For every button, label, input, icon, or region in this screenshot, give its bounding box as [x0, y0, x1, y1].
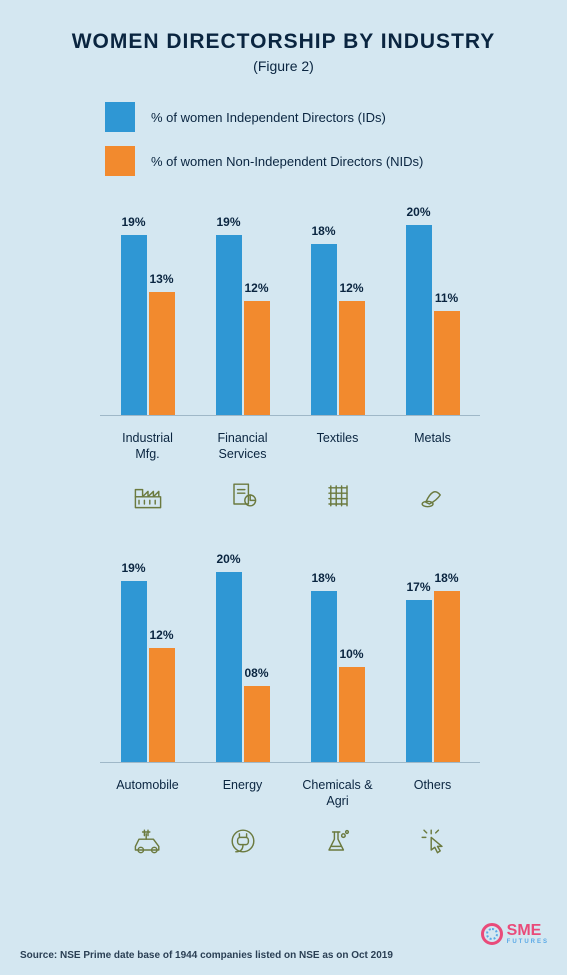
bars-area: 19%12%20%08%18%10%17%18%: [100, 553, 480, 763]
bar-value-label: 08%: [244, 666, 268, 680]
legend-label: % of women Independent Directors (IDs): [151, 110, 386, 125]
bar-value-label: 18%: [434, 571, 458, 585]
bar-ids: 20%: [406, 225, 432, 415]
category-label: Energy: [195, 777, 290, 810]
category-label: Metals: [385, 430, 480, 463]
chart-row: 19%12%20%08%18%10%17%18%AutomobileEnergy…: [100, 553, 522, 860]
bar-ids: 19%: [216, 235, 242, 416]
chart-title: WOMEN DIRECTORSHIP BY INDUSTRY: [45, 30, 522, 54]
bar-value-label: 12%: [244, 281, 268, 295]
bar-value-label: 10%: [339, 647, 363, 661]
category-label: Others: [385, 777, 480, 810]
metal-icon: [385, 477, 480, 513]
car-icon: [100, 823, 195, 859]
bar-value-label: 17%: [406, 580, 430, 594]
category-row: AutomobileEnergyChemicals &AgriOthers: [100, 777, 480, 810]
bar-ids: 18%: [311, 591, 337, 762]
factory-icon: [100, 477, 195, 513]
source-text: Source: NSE Prime date base of 1944 comp…: [20, 950, 393, 961]
bar-value-label: 11%: [435, 291, 458, 305]
bar-nids: 13%: [149, 292, 175, 416]
click-icon: [385, 823, 480, 859]
category-label: Chemicals &Agri: [290, 777, 385, 810]
logo-main: SME: [507, 923, 549, 939]
bar-value-label: 20%: [216, 552, 240, 566]
legend: % of women Independent Directors (IDs) %…: [105, 102, 522, 176]
legend-swatch-ids: [105, 102, 135, 132]
chart-row: 19%13%19%12%18%12%20%11%IndustrialMfg.Fi…: [100, 206, 522, 513]
bar-nids: 11%: [434, 311, 460, 416]
legend-label: % of women Non-Independent Directors (NI…: [151, 154, 423, 169]
bar-group: 19%12%: [195, 206, 290, 415]
bar-ids: 19%: [121, 235, 147, 416]
logo-sub: FUTURES: [507, 939, 549, 945]
icon-row: [100, 823, 480, 859]
bar-nids: 12%: [339, 301, 365, 415]
category-label: Textiles: [290, 430, 385, 463]
bar-group: 19%12%: [100, 553, 195, 762]
bar-nids: 10%: [339, 667, 365, 762]
bar-value-label: 20%: [406, 205, 430, 219]
bar-nids: 12%: [244, 301, 270, 415]
plug-icon: [195, 823, 290, 859]
legend-item: % of women Independent Directors (IDs): [105, 102, 522, 132]
bar-ids: 20%: [216, 572, 242, 762]
report-icon: [195, 477, 290, 513]
bar-group: 18%12%: [290, 206, 385, 415]
bar-group: 18%10%: [290, 553, 385, 762]
icon-row: [100, 477, 480, 513]
bar-value-label: 19%: [121, 215, 145, 229]
flask-icon: [290, 823, 385, 859]
chart-subtitle: (Figure 2): [45, 58, 522, 74]
bar-group: 20%11%: [385, 206, 480, 415]
category-label: Automobile: [100, 777, 195, 810]
bar-nids: 12%: [149, 648, 175, 762]
bar-value-label: 19%: [216, 215, 240, 229]
logo-ring-icon: [481, 923, 503, 945]
category-label: IndustrialMfg.: [100, 430, 195, 463]
bar-nids: 08%: [244, 686, 270, 762]
bar-group: 20%08%: [195, 553, 290, 762]
bar-group: 19%13%: [100, 206, 195, 415]
legend-item: % of women Non-Independent Directors (NI…: [105, 146, 522, 176]
bar-value-label: 13%: [149, 272, 173, 286]
bars-area: 19%13%19%12%18%12%20%11%: [100, 206, 480, 416]
category-label: FinancialServices: [195, 430, 290, 463]
legend-swatch-nids: [105, 146, 135, 176]
bar-value-label: 18%: [311, 571, 335, 585]
bar-value-label: 19%: [121, 561, 145, 575]
weave-icon: [290, 477, 385, 513]
bar-value-label: 12%: [149, 628, 173, 642]
bar-value-label: 18%: [311, 224, 335, 238]
bar-ids: 19%: [121, 581, 147, 762]
category-row: IndustrialMfg.FinancialServicesTextilesM…: [100, 430, 480, 463]
bar-ids: 18%: [311, 244, 337, 415]
bar-nids: 18%: [434, 591, 460, 762]
bar-ids: 17%: [406, 600, 432, 762]
bar-group: 17%18%: [385, 553, 480, 762]
brand-logo: SME FUTURES: [481, 923, 549, 945]
bar-value-label: 12%: [339, 281, 363, 295]
